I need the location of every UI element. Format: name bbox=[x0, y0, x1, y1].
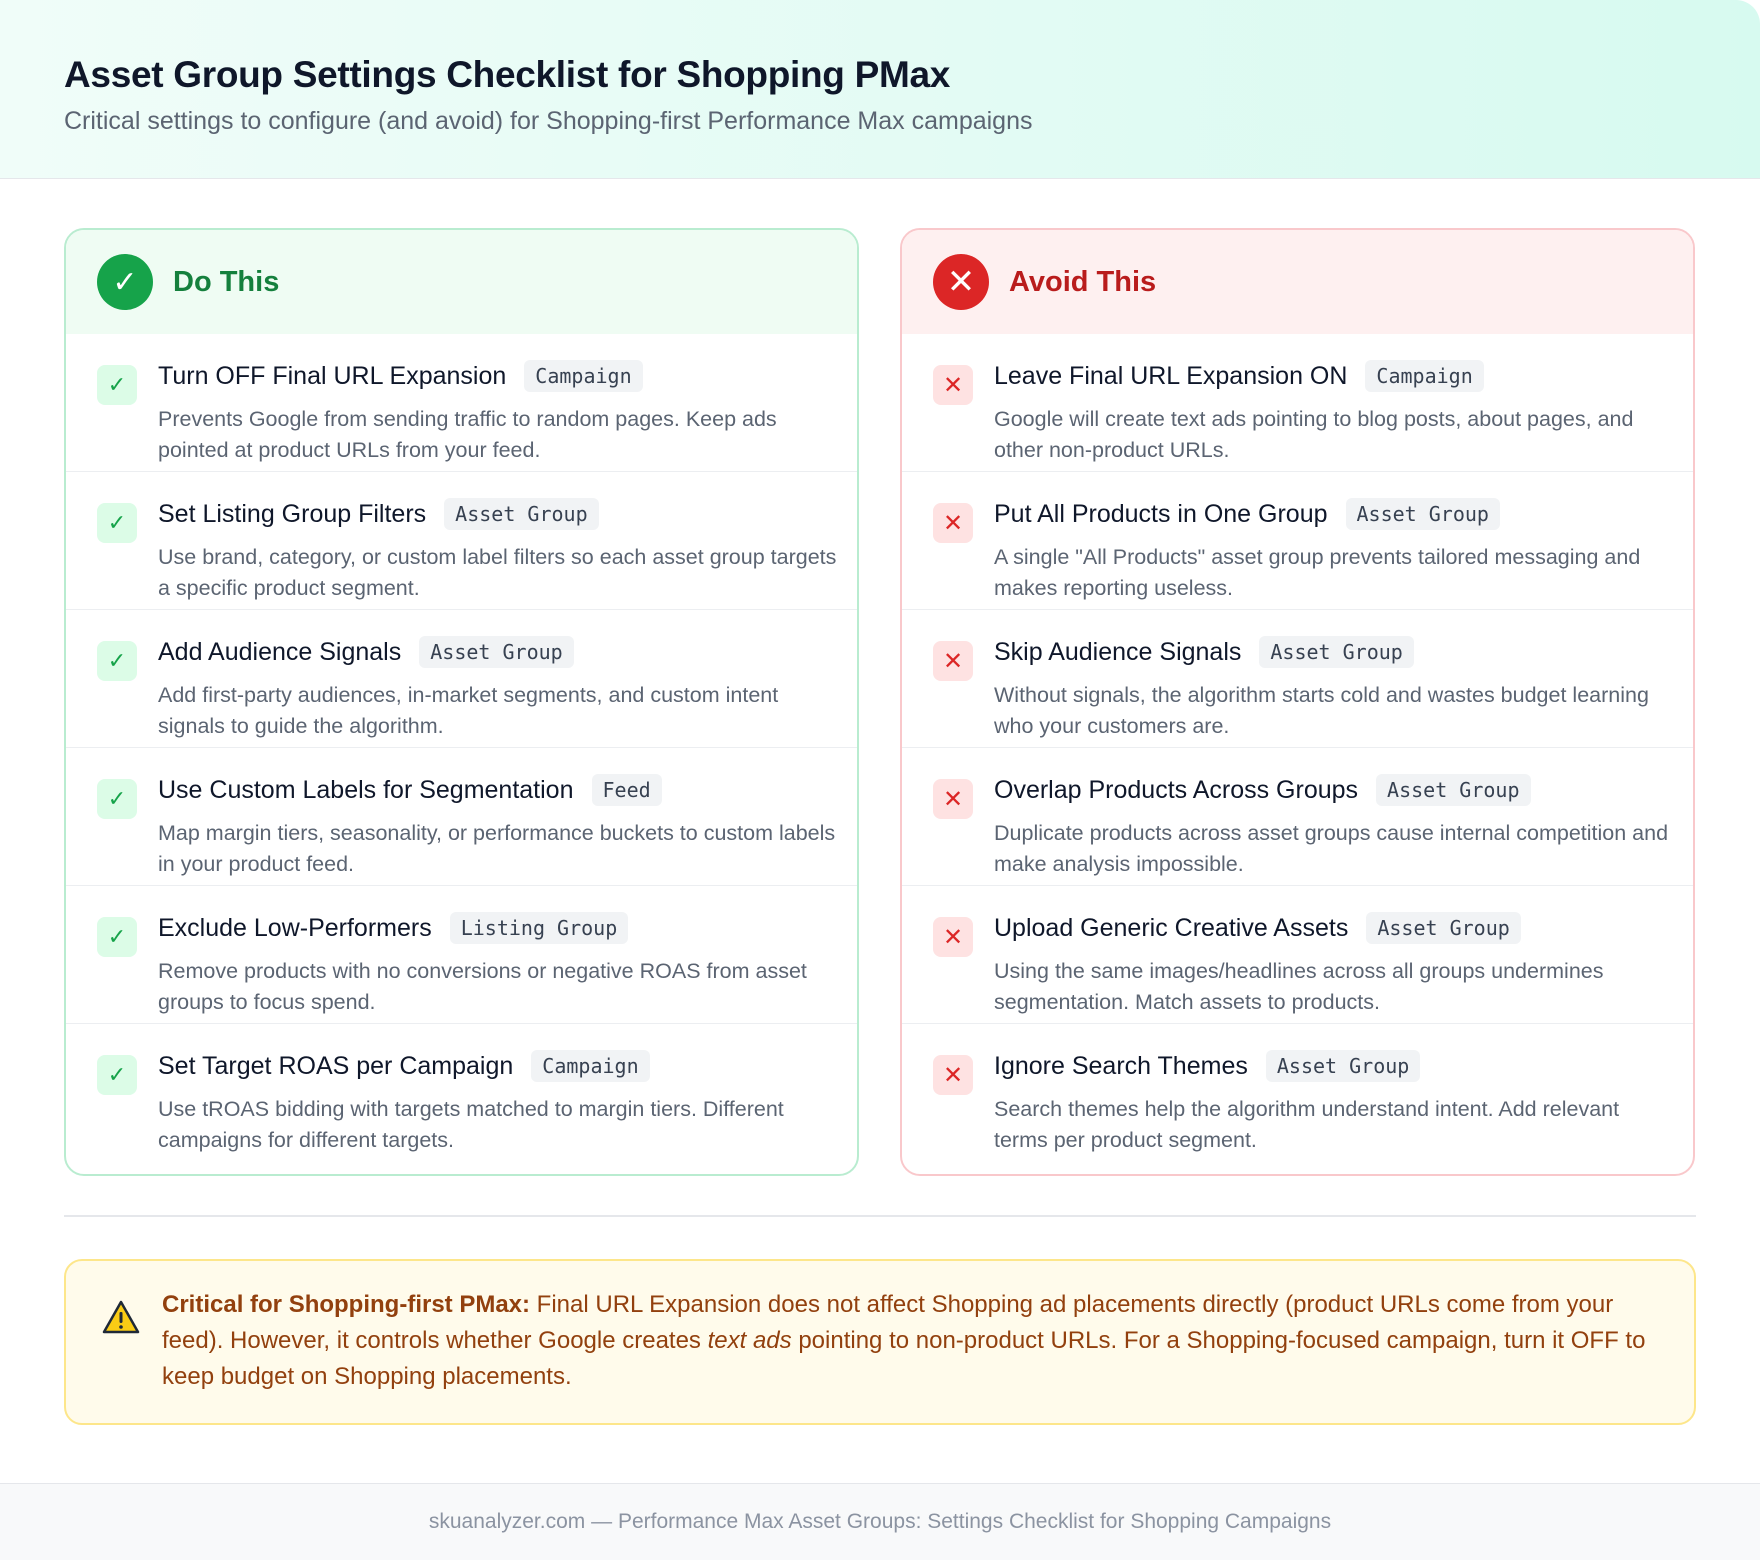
callout-body-end: pointing to non-product URLs. For a Shop… bbox=[162, 1327, 1646, 1390]
do-item-title: Use Custom Labels for Segmentation bbox=[158, 775, 574, 804]
avoid-item-title: Put All Products in One Group bbox=[994, 499, 1328, 528]
do-item-description: Prevents Google from sending traffic to … bbox=[158, 407, 777, 462]
do-item: ✓ Set Target ROAS per Campaign Campaign … bbox=[66, 1024, 857, 1162]
avoid-this-title: Avoid This bbox=[1009, 265, 1157, 298]
do-item-title: Set Listing Group Filters bbox=[158, 499, 427, 528]
x-icon: ✕ bbox=[933, 1055, 973, 1095]
x-icon: ✕ bbox=[933, 503, 973, 543]
scope-tag: Listing Group bbox=[449, 912, 629, 944]
do-item-title: Set Target ROAS per Campaign bbox=[158, 1051, 514, 1080]
scope-tag: Campaign bbox=[531, 1050, 650, 1082]
check-icon: ✓ bbox=[97, 641, 137, 681]
page-footer: skuanalyzer.com — Performance Max Asset … bbox=[0, 1483, 1760, 1560]
footer-text: skuanalyzer.com — Performance Max Asset … bbox=[428, 1510, 1332, 1533]
warning-icon bbox=[102, 1300, 140, 1334]
do-item: ✓ Add Audience Signals Asset Group Add f… bbox=[66, 610, 857, 748]
do-item-description: Use brand, category, or custom label fil… bbox=[158, 545, 837, 600]
scope-tag: Asset Group bbox=[444, 498, 599, 530]
avoid-item: ✕ Skip Audience Signals Asset Group With… bbox=[902, 610, 1693, 748]
do-this-title: Do This bbox=[173, 265, 280, 298]
avoid-item-description: Google will create text ads pointing to … bbox=[994, 407, 1634, 462]
x-icon: ✕ bbox=[933, 917, 973, 957]
scope-tag: Asset Group bbox=[419, 636, 574, 668]
scope-tag: Asset Group bbox=[1345, 498, 1500, 530]
avoid-item-title: Upload Generic Creative Assets bbox=[994, 913, 1349, 942]
scope-tag: Asset Group bbox=[1376, 774, 1531, 806]
do-item: ✓ Use Custom Labels for Segmentation Fee… bbox=[66, 748, 857, 886]
avoid-item: ✕ Leave Final URL Expansion ON Campaign … bbox=[902, 334, 1693, 472]
x-circle-icon: ✕ bbox=[933, 254, 989, 310]
scope-tag: Asset Group bbox=[1366, 912, 1521, 944]
page-header: Asset Group Settings Checklist for Shopp… bbox=[0, 0, 1760, 179]
check-icon: ✓ bbox=[97, 1055, 137, 1095]
page-subtitle: Critical settings to configure (and avoi… bbox=[64, 107, 1033, 135]
check-icon: ✓ bbox=[97, 365, 137, 405]
check-icon: ✓ bbox=[97, 917, 137, 957]
do-item-title: Add Audience Signals bbox=[158, 637, 402, 666]
avoid-item: ✕ Upload Generic Creative Assets Asset G… bbox=[902, 886, 1693, 1024]
avoid-item-description: A single "All Products" asset group prev… bbox=[994, 545, 1641, 600]
scope-tag: Asset Group bbox=[1259, 636, 1414, 668]
page-title: Asset Group Settings Checklist for Shopp… bbox=[64, 54, 951, 95]
avoid-item-description: Using the same images/headlines across a… bbox=[994, 959, 1604, 1014]
avoid-item-description: Without signals, the algorithm starts co… bbox=[994, 683, 1649, 738]
avoid-item: ✕ Put All Products in One Group Asset Gr… bbox=[902, 472, 1693, 610]
avoid-item: ✕ Ignore Search Themes Asset Group Searc… bbox=[902, 1024, 1693, 1162]
avoid-this-header: ✕ Avoid This bbox=[902, 230, 1693, 334]
avoid-item-description: Duplicate products across asset groups c… bbox=[994, 821, 1669, 876]
scope-tag: Campaign bbox=[1365, 360, 1484, 392]
avoid-item-title: Leave Final URL Expansion ON bbox=[994, 361, 1348, 390]
do-item: ✓ Set Listing Group Filters Asset Group … bbox=[66, 472, 857, 610]
do-item: ✓ Exclude Low-Performers Listing Group R… bbox=[66, 886, 857, 1024]
do-item: ✓ Turn OFF Final URL Expansion Campaign … bbox=[66, 334, 857, 472]
do-this-panel: ✓ Do This ✓ Turn OFF Final URL Expansion… bbox=[64, 228, 859, 1176]
x-icon: ✕ bbox=[933, 779, 973, 819]
do-this-header: ✓ Do This bbox=[66, 230, 857, 334]
callout-text: Critical for Shopping-first PMax: Final … bbox=[162, 1287, 1662, 1395]
avoid-item-title: Overlap Products Across Groups bbox=[994, 775, 1359, 804]
do-item-description: Use tROAS bidding with targets matched t… bbox=[158, 1097, 784, 1152]
callout-lead: Critical for Shopping-first PMax: bbox=[162, 1291, 531, 1318]
scope-tag: Asset Group bbox=[1265, 1050, 1421, 1082]
section-divider bbox=[64, 1215, 1696, 1217]
check-circle-icon: ✓ bbox=[97, 254, 153, 310]
avoid-item-description: Search themes help the algorithm underst… bbox=[994, 1097, 1620, 1152]
avoid-item-title: Skip Audience Signals bbox=[994, 637, 1242, 666]
do-item-description: Remove products with no conversions or n… bbox=[158, 959, 807, 1014]
do-item-title: Turn OFF Final URL Expansion bbox=[158, 361, 507, 390]
check-icon: ✓ bbox=[97, 779, 137, 819]
avoid-this-panel: ✕ Avoid This ✕ Leave Final URL Expansion… bbox=[900, 228, 1695, 1176]
do-item-description: Add first-party audiences, in-market seg… bbox=[158, 683, 779, 738]
avoid-item-title: Ignore Search Themes bbox=[994, 1051, 1248, 1080]
do-item-title: Exclude Low-Performers bbox=[158, 913, 432, 942]
warning-callout: Critical for Shopping-first PMax: Final … bbox=[64, 1259, 1696, 1425]
scope-tag: Campaign bbox=[524, 360, 643, 392]
callout-emphasis: text ads bbox=[707, 1327, 792, 1354]
x-icon: ✕ bbox=[933, 365, 973, 405]
scope-tag: Feed bbox=[591, 774, 662, 806]
x-icon: ✕ bbox=[933, 641, 973, 681]
check-icon: ✓ bbox=[97, 503, 137, 543]
avoid-item: ✕ Overlap Products Across Groups Asset G… bbox=[902, 748, 1693, 886]
callout-body-start: Final URL Expansion does not affect Shop… bbox=[162, 1291, 1614, 1354]
do-item-description: Map margin tiers, seasonality, or perfor… bbox=[158, 821, 836, 876]
